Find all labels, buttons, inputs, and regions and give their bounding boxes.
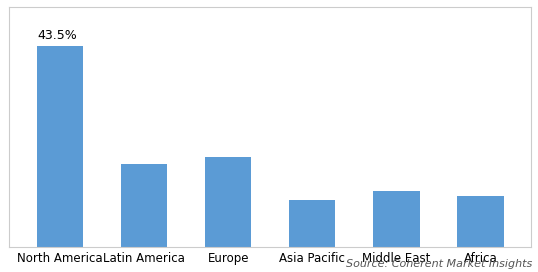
Bar: [205, 157, 251, 246]
Text: Source: Coherent Market Insights: Source: Coherent Market Insights: [346, 259, 533, 269]
Bar: [289, 200, 335, 246]
Bar: [373, 191, 420, 246]
Bar: [457, 196, 504, 246]
Text: 43.5%: 43.5%: [37, 29, 77, 42]
Bar: [37, 46, 83, 246]
Bar: [121, 163, 167, 246]
